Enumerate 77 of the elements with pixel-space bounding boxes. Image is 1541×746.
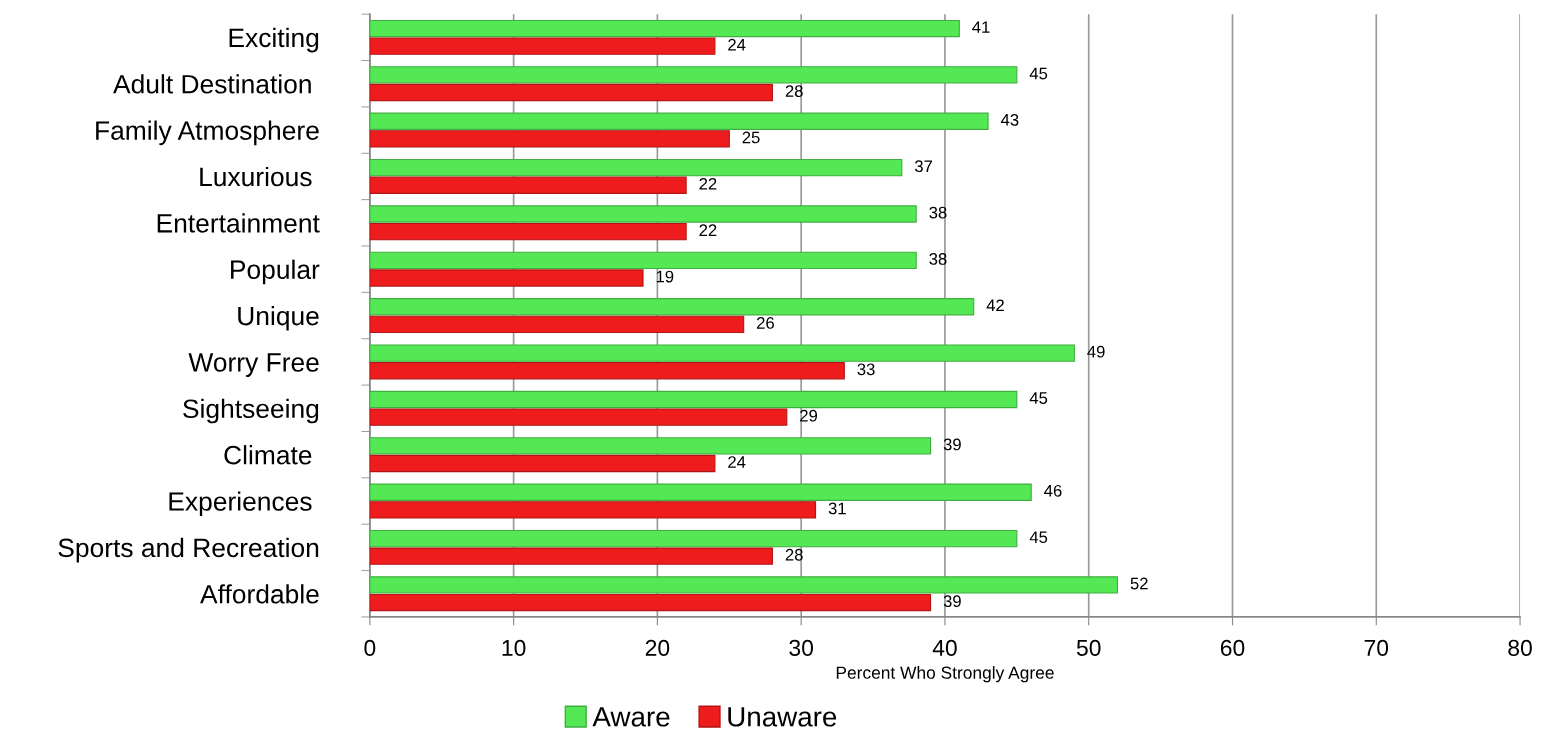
data-label: 31 [828, 502, 846, 515]
bar [369, 37, 716, 55]
bar [369, 176, 687, 194]
bar [369, 483, 1032, 501]
y-tick-label: Entertainment [157, 213, 320, 233]
bar [369, 205, 917, 223]
y-tick-label: Family Atmosphere [96, 120, 319, 146]
data-label: 22 [699, 224, 717, 236]
y-tick-label: Popular [231, 259, 320, 285]
data-label: 45 [1029, 392, 1048, 404]
y-tick-label: Experiences [169, 491, 312, 517]
x-tick-label: 0 [364, 639, 376, 656]
y-tick-label: Exciting [229, 27, 319, 53]
data-label: 45 [1029, 67, 1048, 80]
data-label: 24 [728, 38, 746, 51]
bar [369, 130, 730, 148]
x-tick-label: 40 [932, 639, 957, 656]
data-label: 28 [785, 85, 803, 98]
bar [369, 315, 745, 334]
x-tick-label: 20 [645, 639, 670, 656]
bar [369, 408, 788, 426]
data-label: 43 [1000, 113, 1019, 126]
y-tick-label: Sports and Recreation [58, 537, 319, 563]
bar [369, 19, 960, 38]
bar [369, 576, 1119, 594]
data-label: 38 [929, 253, 947, 265]
bar [369, 251, 917, 270]
data-label: 28 [785, 548, 803, 561]
data-label: 22 [699, 177, 717, 190]
bar [369, 66, 1018, 84]
data-label: 39 [943, 595, 961, 608]
bar [369, 269, 644, 287]
data-label: 38 [929, 206, 947, 219]
bar [369, 83, 773, 102]
y-tick-label: Affordable [200, 584, 319, 604]
data-label: 39 [943, 438, 961, 451]
bar [369, 158, 903, 177]
data-label: 25 [742, 131, 760, 144]
y-tick-label: Sightseeing [183, 398, 319, 424]
data-label: 26 [756, 317, 774, 329]
bar [369, 112, 989, 130]
y-tick-label: Luxurious [200, 166, 312, 187]
bar [369, 437, 932, 455]
bar [369, 454, 716, 473]
data-label: 42 [986, 299, 1004, 312]
bar [369, 344, 1075, 362]
bar [369, 547, 773, 565]
x-axis-title: Percent Who Strongly Agree [836, 666, 1054, 683]
x-tick-label: 60 [1220, 639, 1245, 656]
data-label: 45 [1029, 531, 1048, 544]
y-tick-label: Unique [238, 306, 319, 331]
bar [369, 593, 932, 612]
bar [369, 501, 817, 519]
bar [369, 390, 1018, 409]
data-label: 29 [800, 409, 818, 422]
x-tick-label: 70 [1364, 639, 1389, 656]
bar [369, 529, 1018, 548]
data-label: 46 [1044, 484, 1062, 497]
data-label: 33 [857, 363, 875, 376]
x-tick-label: 80 [1508, 639, 1532, 656]
bar [369, 362, 845, 380]
x-tick-label: 50 [1076, 639, 1101, 656]
x-tick-label: 30 [789, 639, 814, 656]
data-label: 52 [1130, 577, 1148, 590]
legend-label: Unaware [728, 707, 837, 727]
data-label: 41 [972, 21, 990, 33]
data-label: 37 [914, 160, 933, 173]
data-label: 49 [1087, 345, 1105, 358]
y-tick-label: Climate [224, 445, 312, 465]
legend-label: Aware [592, 707, 670, 727]
data-label: 19 [656, 270, 674, 283]
data-label: 24 [728, 456, 746, 468]
y-tick-label: Worry Free [188, 353, 319, 377]
bar [369, 298, 975, 316]
bar [369, 222, 687, 241]
y-tick-label: Adult Destination [113, 74, 311, 94]
x-tick-label: 10 [502, 639, 526, 656]
